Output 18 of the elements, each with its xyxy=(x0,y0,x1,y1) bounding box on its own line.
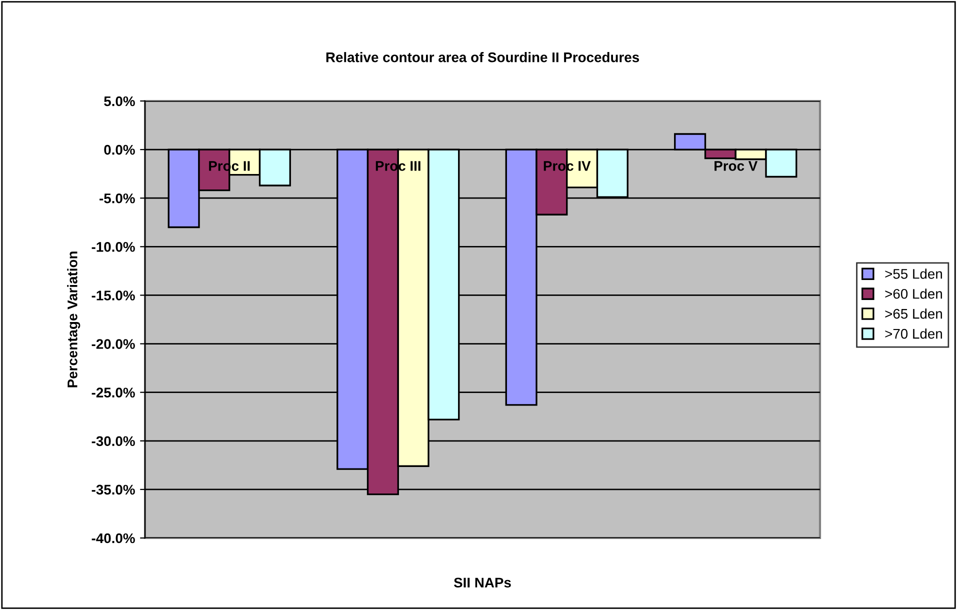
y-tick-label: -5.0% xyxy=(100,193,135,204)
y-axis-title: Percentage Variation xyxy=(67,252,80,388)
y-tick-label: -20.0% xyxy=(92,339,135,349)
y-tick-label: -25.0% xyxy=(92,388,135,398)
chart-title: Relative contour area of Sourdine II Procedures xyxy=(326,52,640,62)
y-tick-label: -15.0% xyxy=(92,290,135,300)
legend-label: >55 Lden xyxy=(885,268,942,279)
y-tick-label: -30.0% xyxy=(92,436,135,446)
x-tick-label: Proc V xyxy=(714,161,758,171)
x-axis-title: SII NAPs xyxy=(454,578,511,588)
y-tick-label: 0.0% xyxy=(104,144,135,155)
legend-label: >60 Lden xyxy=(885,288,942,299)
legend-label: >65 Lden xyxy=(885,308,942,319)
y-tick-label: -40.0% xyxy=(92,533,135,544)
legend-label: >70 Lden xyxy=(885,328,942,339)
y-tick-label: -10.0% xyxy=(92,242,135,252)
y-tick-label: 5.0% xyxy=(104,96,135,106)
y-tick-label: -35.0% xyxy=(92,484,135,495)
